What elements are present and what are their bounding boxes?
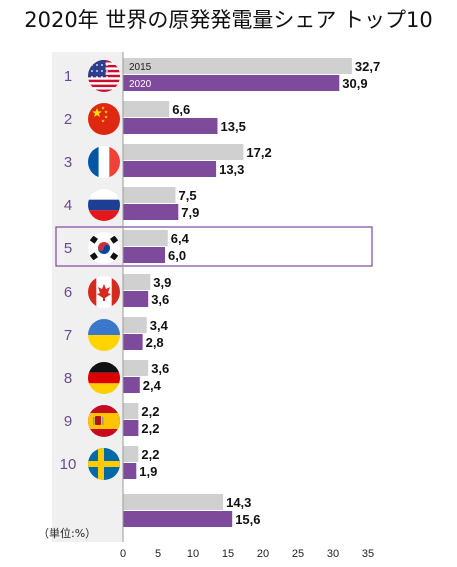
- data-label-2015: 3,9: [153, 275, 171, 290]
- data-label-2015: 32,7: [355, 59, 380, 74]
- bar-2020: [123, 291, 149, 307]
- bar-2015: [123, 360, 149, 376]
- data-label-2020: 2,4: [143, 378, 162, 393]
- chart-title: 2020年 世界の原発発電量シェア トップ10: [24, 8, 433, 32]
- bar-2020: [123, 75, 340, 91]
- bar-2015: [123, 101, 170, 117]
- rank-label: 3: [64, 154, 72, 171]
- bar-2020: [123, 334, 143, 350]
- france-flag-icon: [88, 146, 120, 178]
- bar-2015: [123, 274, 151, 290]
- canada-flag-icon: [88, 276, 120, 308]
- rank-label: 4: [64, 197, 72, 214]
- bar-2020: [123, 511, 233, 527]
- rank-label: 5: [64, 240, 72, 257]
- data-label-2020: 6,0: [168, 248, 186, 263]
- bar-2015: [123, 403, 139, 419]
- rank-label: 8: [64, 370, 72, 387]
- data-label-2020: 7,9: [181, 205, 199, 220]
- data-label-2015: 7,5: [179, 188, 197, 203]
- rank-label: 10: [60, 456, 77, 473]
- rank-label: 2: [64, 111, 72, 128]
- x-tick-label: 25: [292, 548, 304, 560]
- bar-2015: [123, 187, 176, 203]
- data-label-2020: 2,2: [141, 421, 159, 436]
- data-label-2015: 6,6: [172, 102, 190, 117]
- bar-2015: [123, 230, 168, 246]
- south-korea-flag-icon: [88, 232, 120, 264]
- data-label-2015: 6,4: [171, 231, 190, 246]
- data-label-2015: 2,2: [141, 447, 159, 462]
- data-label-2020: 3,6: [151, 292, 169, 307]
- data-label-2015: 17,2: [246, 145, 271, 160]
- x-tick-label: 20: [257, 548, 269, 560]
- spain-flag-icon: [88, 405, 120, 437]
- rank-label: 6: [64, 284, 72, 301]
- data-label-2020: 13,3: [219, 162, 244, 177]
- data-label-2020: 13,5: [221, 119, 246, 134]
- bar-2015: [123, 446, 139, 462]
- data-label-2015: 2,2: [141, 404, 159, 419]
- legend-2015: 2015: [129, 62, 152, 73]
- unit-label: （単位:%）: [38, 526, 96, 540]
- bar-2020: [123, 161, 217, 177]
- highlight-box: [55, 226, 373, 267]
- bar-2015: [123, 317, 147, 333]
- bar-2020: [123, 377, 140, 393]
- data-label-2020: 30,9: [342, 76, 367, 91]
- china-flag-icon: [88, 103, 120, 135]
- rank-label: 9: [64, 413, 72, 430]
- bar-2015: [123, 144, 244, 160]
- x-tick-label: 30: [327, 548, 339, 560]
- x-tick-label: 0: [120, 548, 126, 560]
- data-label-2015: 3,4: [150, 318, 169, 333]
- bar-2015: [123, 494, 224, 510]
- usa-flag-icon: [88, 60, 120, 92]
- x-tick-label: 5: [155, 548, 161, 560]
- x-tick-label: 15: [222, 548, 234, 560]
- data-label-2020: 2,8: [146, 335, 164, 350]
- rank-label: 1: [64, 68, 72, 85]
- data-label-2020: 15,6: [235, 512, 260, 527]
- germany-flag-icon: [88, 362, 120, 394]
- rank-label: 7: [64, 327, 72, 344]
- x-tick-label: 10: [187, 548, 199, 560]
- data-label-2015: 3,6: [151, 361, 169, 376]
- x-tick-label: 35: [362, 548, 374, 560]
- data-label-2015: 14,3: [226, 495, 251, 510]
- legend-2020: 2020: [129, 79, 152, 90]
- sweden-flag-icon: [88, 448, 120, 480]
- bar-2015: [123, 58, 352, 74]
- bar-2020: [123, 118, 218, 134]
- bar-2020: [123, 247, 165, 263]
- bar-2020: [123, 420, 139, 436]
- bar-2020: [123, 204, 179, 220]
- bar-2020: [123, 463, 137, 479]
- data-label-2020: 1,9: [139, 464, 157, 479]
- russia-flag-icon: [88, 189, 120, 221]
- ukraine-flag-icon: [88, 319, 120, 351]
